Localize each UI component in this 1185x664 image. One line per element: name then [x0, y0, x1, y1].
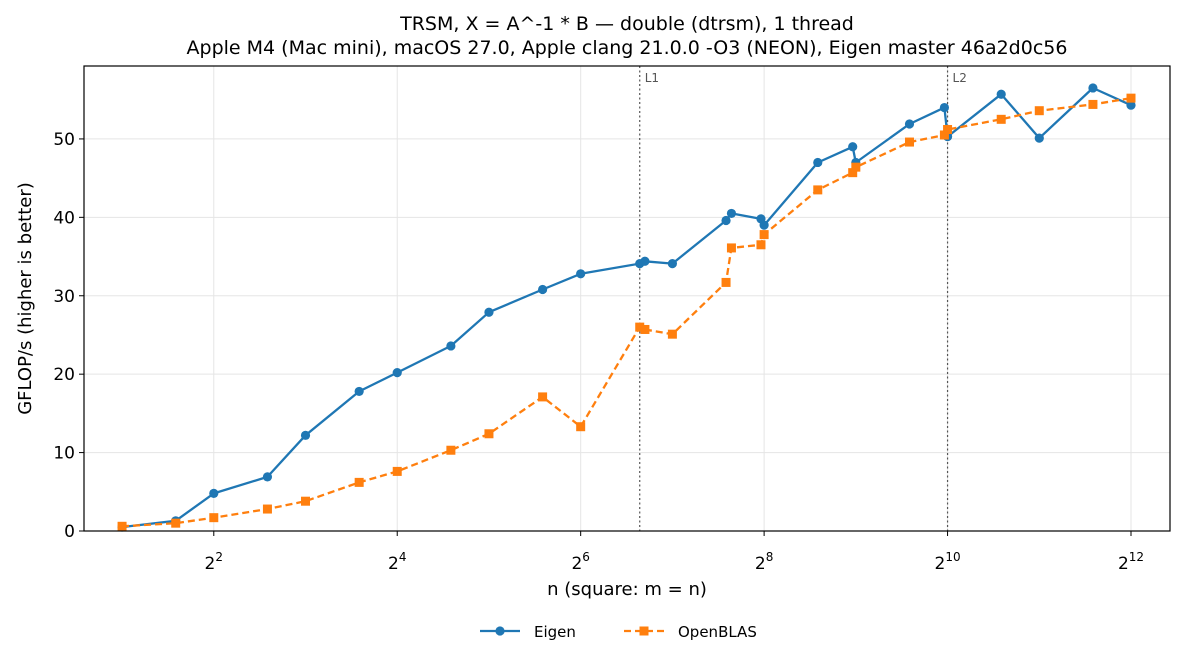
data-point-openblas	[209, 513, 219, 523]
data-point-eigen	[848, 142, 858, 152]
data-point-openblas	[446, 445, 456, 455]
legend-label-openblas: OpenBLAS	[678, 623, 757, 641]
data-point-openblas	[904, 137, 914, 147]
y-tick-label: 40	[53, 208, 75, 228]
data-point-eigen	[209, 488, 219, 498]
plot-series	[117, 83, 1136, 532]
reference-label-l2: L2	[953, 71, 967, 85]
data-point-openblas	[171, 518, 181, 528]
data-point-openblas	[996, 114, 1006, 124]
x-tick-label: 24	[388, 550, 406, 574]
data-point-openblas	[117, 521, 127, 531]
y-axis-label: GFLOP/s (higher is better)	[15, 182, 36, 415]
data-point-openblas	[354, 477, 364, 487]
data-point-openblas	[939, 130, 949, 140]
data-point-openblas	[756, 240, 766, 250]
x-tick-base: 2	[755, 554, 766, 574]
y-tick-label: 0	[64, 522, 75, 542]
x-tick-exponent: 8	[766, 550, 774, 564]
data-point-openblas	[1088, 99, 1098, 109]
data-point-eigen	[813, 157, 823, 168]
legend-item-openblas: OpenBLAS	[624, 623, 757, 641]
data-point-eigen	[300, 430, 311, 440]
x-tick-label: 28	[755, 550, 773, 574]
data-point-eigen	[1034, 133, 1044, 143]
data-point-openblas	[576, 422, 586, 432]
x-tick-label: 26	[571, 550, 589, 574]
data-point-eigen	[538, 284, 548, 295]
legend: Eigen OpenBLAS	[480, 623, 757, 641]
x-tick-base: 2	[571, 554, 582, 574]
series-line-openblas	[122, 97, 1132, 528]
data-point-eigen	[484, 307, 494, 317]
data-point-eigen	[667, 259, 677, 269]
data-point-eigen	[904, 119, 915, 129]
data-point-eigen	[262, 472, 273, 482]
y-tick-label: 30	[53, 287, 75, 307]
legend-label-eigen: Eigen	[534, 623, 576, 641]
plot-frame	[83, 65, 1171, 532]
data-point-openblas	[538, 392, 548, 402]
data-point-openblas	[484, 429, 494, 439]
x-axis-label: n (square: m = n)	[547, 579, 707, 600]
chart-subtitle: Apple M4 (Mac mini), macOS 27.0, Apple c…	[187, 37, 1068, 59]
data-point-eigen	[726, 208, 737, 219]
x-tick-label: 210	[935, 550, 961, 574]
data-point-openblas	[392, 466, 402, 476]
data-point-eigen	[1126, 100, 1136, 110]
x-tick-base: 2	[388, 554, 399, 574]
grid	[84, 66, 1170, 532]
x-tick-exponent: 12	[1129, 550, 1144, 564]
data-point-openblas	[813, 185, 823, 195]
legend-marker-openblas	[639, 626, 649, 636]
y-tick-label: 50	[53, 130, 75, 150]
x-tick-exponent: 10	[945, 550, 960, 564]
x-tick-base: 2	[205, 554, 216, 574]
data-point-eigen	[354, 386, 364, 397]
data-point-eigen	[576, 269, 586, 279]
data-point-openblas	[943, 125, 953, 135]
reference-lines: L1 L2	[639, 66, 967, 531]
data-point-openblas	[1034, 106, 1044, 116]
x-tick-base: 2	[1118, 554, 1129, 574]
data-point-eigen	[1088, 83, 1098, 93]
data-point-openblas	[848, 168, 858, 178]
data-point-openblas	[851, 162, 861, 172]
data-point-openblas	[726, 243, 736, 253]
legend-item-eigen: Eigen	[480, 623, 576, 641]
data-point-eigen	[939, 102, 950, 113]
chart-title: TRSM, X = A^-1 * B — double (dtrsm), 1 t…	[399, 13, 854, 35]
data-point-openblas	[640, 324, 650, 334]
x-tick-exponent: 6	[582, 550, 590, 564]
data-point-eigen	[996, 89, 1006, 99]
x-tick-exponent: 4	[399, 550, 407, 564]
legend-marker-eigen	[495, 626, 505, 636]
data-point-eigen	[446, 341, 456, 351]
data-point-eigen	[392, 368, 402, 378]
data-point-eigen	[640, 256, 650, 266]
y-tick-label: 20	[53, 365, 75, 385]
data-point-openblas	[301, 496, 311, 506]
reference-label-l1: L1	[645, 71, 659, 85]
y-tick-label: 10	[53, 444, 75, 464]
data-point-openblas	[667, 329, 677, 339]
x-tick-exponent: 2	[215, 550, 223, 564]
data-point-openblas	[262, 504, 272, 514]
data-point-openblas	[721, 277, 731, 287]
data-point-eigen	[759, 220, 769, 230]
data-point-openblas	[1126, 93, 1136, 103]
data-point-openblas	[635, 322, 645, 332]
x-tick-label: 212	[1118, 550, 1144, 574]
x-tick-base: 2	[935, 554, 946, 574]
data-point-openblas	[759, 230, 769, 240]
x-tick-label: 22	[205, 550, 223, 574]
series-line-eigen	[121, 86, 1132, 529]
data-point-eigen	[721, 215, 731, 226]
